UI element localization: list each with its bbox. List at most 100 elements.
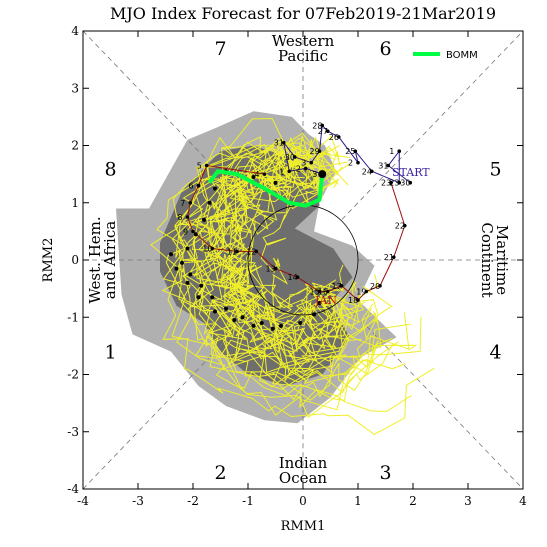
forecast-dot [259,320,264,325]
ensemble-member-line [182,156,360,370]
forecast-start-point [318,170,327,179]
y-tick-label: 2 [71,139,79,153]
phase-label: 1 [104,342,116,364]
ensemble-member-line [162,139,378,382]
x-tick-label: 4 [519,494,527,508]
day-label: 9 [183,227,188,236]
day-label: 24 [362,167,372,176]
day-label: 17 [332,282,342,291]
forecast-dot [312,312,316,317]
observed-point [292,155,297,159]
ensemble-member-line [197,155,372,357]
observed-point [356,298,360,302]
region-left-line1: West. Hem. [86,216,104,303]
observed-point [336,135,341,139]
x-tick-label: 2 [409,494,417,508]
y-tick-label: -2 [67,368,79,382]
phase-label: 8 [104,158,116,180]
ensemble-member-line [161,136,411,401]
region-top-line2: Pacific [278,47,328,65]
day-label: 31 [274,139,284,148]
region-right-line2: Continent [478,222,496,297]
forecast-dot [317,300,322,305]
region-left: West. Hem. and Africa [86,216,119,303]
observed-point [196,183,201,188]
forecast-dot [193,232,198,237]
region-top-line1: Western [272,32,335,50]
jan-label: JAN [314,294,337,307]
phase-label: 5 [489,158,501,180]
day-label: 19 [356,287,366,296]
y-tick-label: 4 [71,24,79,38]
observed-point [397,180,402,185]
diagonal-upper-right [341,31,523,220]
day-label: 31 [378,162,388,171]
day-label: 2 [348,159,353,168]
day-label: 18 [348,296,358,305]
ensemble-member-line [198,146,418,398]
day-label: 15 [310,287,320,296]
region-bottom-line1: Indian [279,454,328,472]
region-right-line1: Maritime [493,225,511,295]
ensemble-mean-path [207,169,325,208]
forecast-dot [213,309,217,314]
day-label: 21 [384,253,394,262]
phase-label: 2 [214,462,226,484]
day-label: 30 [400,179,410,188]
observed-jan-line [186,164,406,301]
y-tick-label: -4 [67,482,79,496]
forecast-dot [232,318,237,323]
observed-point [317,289,322,294]
forecast-dot [188,272,193,277]
forecast-dot [251,323,256,328]
x-tick-label: 3 [464,494,472,508]
phase-label: 7 [214,38,226,60]
observed-point [235,249,239,254]
legend: BOMM [413,50,478,61]
ensemble-member-line [182,174,412,419]
y-tick-label: 1 [71,196,79,210]
day-label: 11 [227,247,237,256]
forecast-dot [298,320,303,325]
observed-point [325,129,330,133]
observed-trajectory [185,123,413,302]
ensemble-member-line [171,142,393,374]
phase-label: 6 [379,38,391,60]
ensemble-member-line [198,139,406,401]
observed-point [402,223,407,228]
observed-point [320,123,325,128]
x-tick-label: 0 [299,494,307,508]
day-label: 28 [312,121,322,130]
plot-area [83,31,523,489]
y-tick-label: -1 [67,310,79,324]
day-label: 16 [318,287,328,296]
observed-point [389,180,393,185]
diagonal-lower-right [341,300,523,489]
phase-label: 4 [489,342,501,364]
observed-point [295,275,300,279]
observed-point [356,160,360,165]
day-label: 2 [296,164,301,173]
y-axis-label: RMM2 [41,238,56,283]
day-label: 23 [381,179,391,188]
x-axis-label: RMM1 [281,519,326,534]
day-label: 5 [197,162,202,171]
observed-point [204,163,209,168]
observed-point [303,166,308,171]
day-label: 3 [312,170,317,179]
x-tick-label: -1 [242,494,254,508]
ensemble-member-line [216,160,344,322]
forecast-dot [240,315,245,320]
forecast-dot [207,200,212,205]
day-label: 6 [189,182,194,191]
forecast-dot [279,323,283,328]
observed-point [364,289,369,294]
day-label: 1 [389,147,394,156]
observed-point [353,149,358,154]
region-bottom-line2: Ocean [279,469,328,487]
ensemble-member-line [184,170,422,411]
legend-label: BOMM [446,50,478,61]
start-label: START [392,166,430,179]
